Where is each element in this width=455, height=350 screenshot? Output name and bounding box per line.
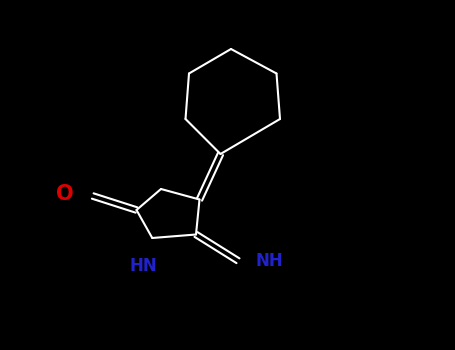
Text: HN: HN <box>130 257 157 275</box>
Text: O: O <box>56 184 74 204</box>
Text: NH: NH <box>256 252 283 270</box>
